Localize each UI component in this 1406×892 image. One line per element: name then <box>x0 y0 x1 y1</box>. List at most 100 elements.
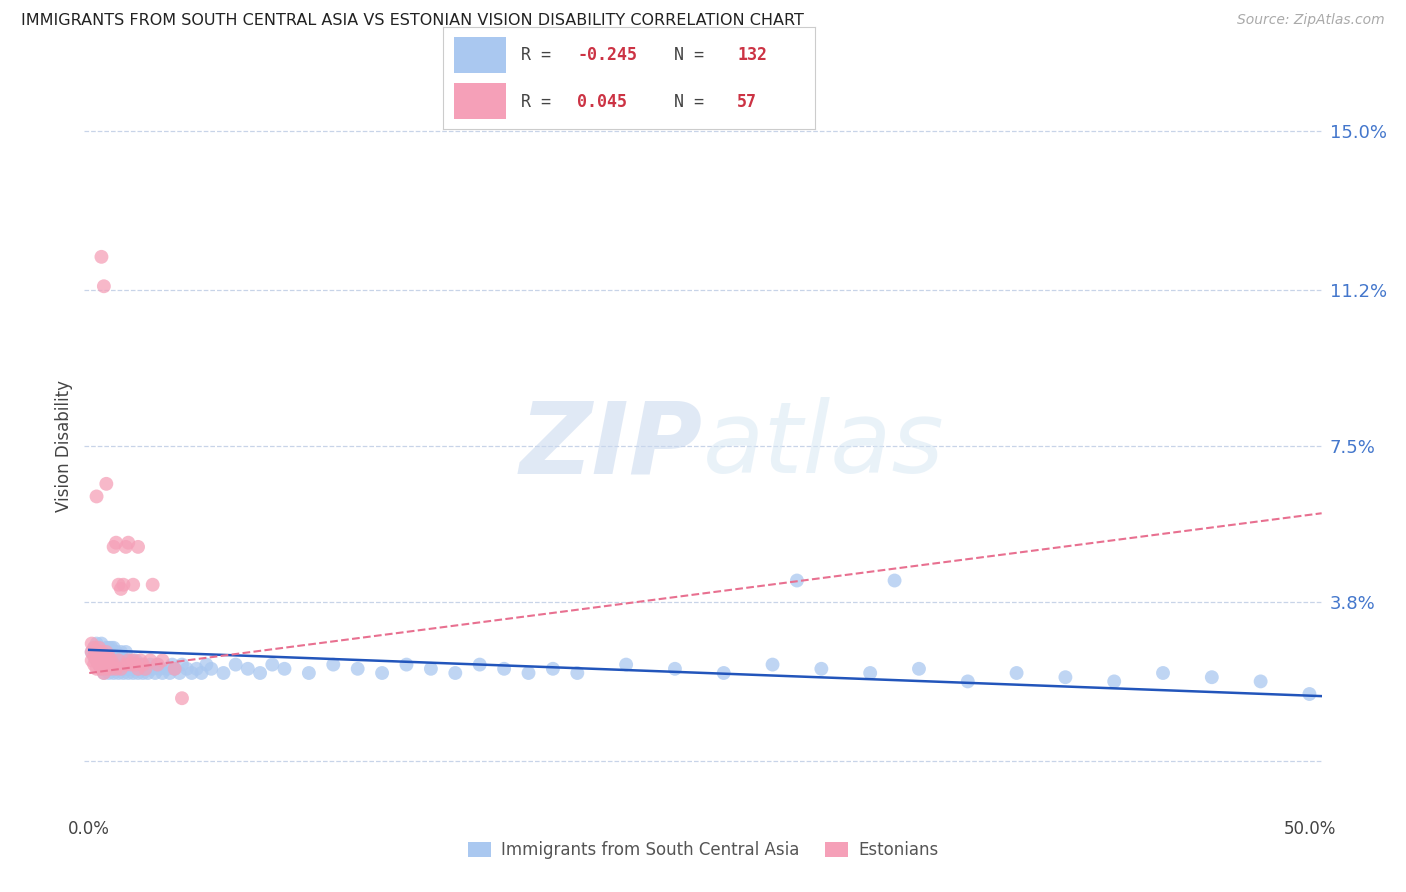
Point <box>105 645 128 659</box>
Text: 57: 57 <box>737 93 758 111</box>
Point <box>117 653 139 667</box>
Point <box>120 653 142 667</box>
Point <box>87 657 110 672</box>
Point <box>134 662 156 676</box>
Point <box>97 649 120 664</box>
Point <box>1005 665 1028 680</box>
Point <box>132 657 155 672</box>
Point <box>541 662 564 676</box>
Text: N =: N = <box>673 46 714 64</box>
Point <box>97 657 120 672</box>
Point <box>87 649 110 664</box>
Point <box>83 640 105 655</box>
Point <box>107 665 129 680</box>
Point <box>96 645 118 659</box>
Point <box>236 662 259 676</box>
Point <box>90 653 112 667</box>
Point <box>97 640 120 655</box>
Point <box>132 657 155 672</box>
Point <box>136 665 159 680</box>
Point <box>87 657 110 672</box>
Point <box>105 535 128 549</box>
Point <box>117 657 139 672</box>
Point <box>567 665 589 680</box>
Point <box>97 665 120 680</box>
Point <box>103 665 125 680</box>
Point <box>1201 670 1223 684</box>
Point <box>86 636 108 650</box>
Point <box>129 653 152 667</box>
Point <box>859 665 882 680</box>
Point <box>142 662 165 676</box>
Point <box>115 657 138 672</box>
Point <box>110 662 132 676</box>
Point <box>122 653 145 667</box>
Point <box>96 662 118 676</box>
Point <box>80 636 103 650</box>
Point <box>86 490 108 504</box>
Point <box>83 649 105 664</box>
Point <box>190 665 212 680</box>
Text: R =: R = <box>522 93 571 111</box>
Point <box>115 653 138 667</box>
Point <box>200 662 222 676</box>
Point <box>146 657 169 672</box>
Point <box>112 657 135 672</box>
Text: ZIP: ZIP <box>520 398 703 494</box>
Point <box>127 540 149 554</box>
Point <box>1054 670 1077 684</box>
Point <box>93 657 115 672</box>
Point <box>87 640 110 655</box>
Point <box>713 665 735 680</box>
Point <box>83 657 105 672</box>
Point <box>105 653 128 667</box>
Point <box>90 250 112 264</box>
Point <box>90 645 112 659</box>
Point <box>143 665 166 680</box>
Point <box>97 649 120 664</box>
Point <box>163 662 186 676</box>
Point <box>100 662 122 676</box>
Point <box>90 645 112 659</box>
Text: -0.245: -0.245 <box>576 46 637 64</box>
Point <box>80 645 103 659</box>
Point <box>132 665 155 680</box>
Point <box>105 662 128 676</box>
Point <box>93 665 115 680</box>
Point <box>120 657 142 672</box>
Point <box>371 665 394 680</box>
Text: 132: 132 <box>737 46 768 64</box>
Point <box>1298 687 1320 701</box>
Point <box>93 649 115 664</box>
Point <box>110 645 132 659</box>
Point <box>103 640 125 655</box>
Legend: Immigrants from South Central Asia, Estonians: Immigrants from South Central Asia, Esto… <box>461 834 945 865</box>
Point <box>761 657 783 672</box>
Point <box>107 649 129 664</box>
Point <box>124 653 146 667</box>
Point <box>146 657 169 672</box>
Point <box>127 665 149 680</box>
Point <box>103 649 125 664</box>
Point <box>107 653 129 667</box>
Point <box>103 657 125 672</box>
Point <box>110 662 132 676</box>
Point <box>96 653 118 667</box>
Point <box>273 662 295 676</box>
Point <box>163 662 186 676</box>
Point <box>346 662 368 676</box>
Point <box>112 578 135 592</box>
Point <box>87 640 110 655</box>
Point <box>110 582 132 596</box>
Point <box>225 657 247 672</box>
Point <box>122 665 145 680</box>
Point <box>107 578 129 592</box>
Point <box>100 653 122 667</box>
Point <box>169 665 191 680</box>
Point <box>127 657 149 672</box>
Point <box>122 657 145 672</box>
Point <box>468 657 491 672</box>
Point <box>112 665 135 680</box>
Text: Source: ZipAtlas.com: Source: ZipAtlas.com <box>1237 13 1385 28</box>
Point <box>149 662 172 676</box>
